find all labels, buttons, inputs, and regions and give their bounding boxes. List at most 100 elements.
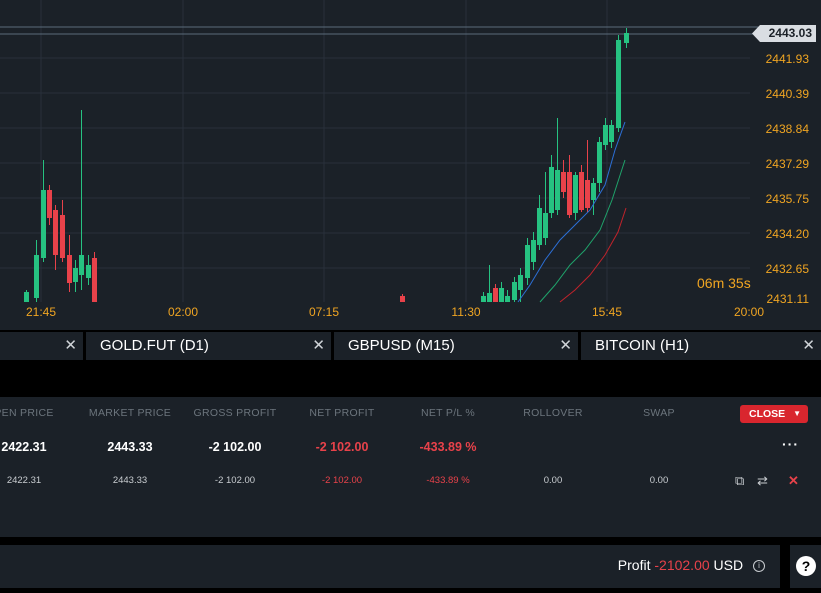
candle bbox=[603, 125, 608, 145]
detail-market-price: 2443.33 bbox=[112, 475, 148, 486]
detail-gross-profit: -2 102.00 bbox=[214, 475, 256, 486]
more-options-icon[interactable]: ··· bbox=[782, 436, 799, 452]
candle bbox=[518, 275, 523, 290]
profit-summary: Profit -2102.00 USD i bbox=[618, 557, 765, 573]
candle bbox=[567, 172, 572, 215]
candle bbox=[531, 240, 536, 262]
candlestick-chart[interactable] bbox=[0, 0, 821, 330]
tab-label: GBPUSD (M15) bbox=[348, 337, 455, 354]
candle bbox=[67, 255, 72, 283]
tab-bitcoin[interactable]: BITCOIN (H1) ✕ bbox=[581, 332, 821, 360]
close-icon[interactable]: ✕ bbox=[64, 337, 77, 354]
time-axis-label: 11:30 bbox=[451, 305, 481, 319]
close-icon[interactable]: ✕ bbox=[312, 337, 325, 354]
moving-average-line bbox=[517, 121, 626, 303]
tab-gold-fut[interactable]: GOLD.FUT (D1) ✕ bbox=[86, 332, 331, 360]
time-axis-label: 20:00 bbox=[733, 305, 765, 319]
profit-currency: USD bbox=[713, 557, 744, 573]
summary-net-profit: -2 102.00 bbox=[315, 440, 369, 454]
candle bbox=[24, 292, 29, 302]
tab-gbpusd[interactable]: GBPUSD (M15) ✕ bbox=[334, 332, 578, 360]
candle bbox=[573, 175, 578, 213]
price-chart[interactable]: 2441.93 2440.39 2438.84 2437.29 2435.75 … bbox=[0, 0, 821, 330]
detail-open-price: 2422.31 bbox=[6, 475, 42, 486]
current-price-tag: 2443.03 bbox=[752, 25, 816, 42]
summary-market-price: 2443.33 bbox=[107, 440, 153, 454]
candle bbox=[481, 296, 486, 302]
close-button-label: CLOSE bbox=[749, 408, 786, 420]
price-axis-label: 2432.65 bbox=[765, 262, 809, 276]
profit-label: Profit bbox=[617, 557, 651, 573]
time-axis-label: 15:45 bbox=[591, 305, 623, 319]
time-axis-label: 21:45 bbox=[25, 305, 57, 319]
candle bbox=[53, 210, 58, 255]
summary-gross-profit: -2 102.00 bbox=[208, 440, 262, 454]
positions-panel: PEN PRICE MARKET PRICE GROSS PROFIT NET … bbox=[0, 397, 821, 537]
candle bbox=[537, 208, 542, 245]
price-axis-label: 2435.75 bbox=[765, 192, 809, 206]
candle bbox=[555, 170, 560, 210]
candle bbox=[47, 190, 52, 218]
price-axis-label: 2431.11 bbox=[766, 292, 810, 306]
candle bbox=[585, 180, 590, 208]
candle bbox=[597, 142, 602, 183]
price-axis-label: 2437.29 bbox=[765, 157, 809, 171]
candle bbox=[543, 213, 548, 238]
help-area: ? bbox=[790, 545, 821, 588]
col-header-market-price: MARKET PRICE bbox=[88, 407, 172, 419]
candle bbox=[493, 288, 498, 302]
detail-swap: 0.00 bbox=[649, 475, 669, 486]
reverse-position-icon[interactable]: ⇄ bbox=[757, 473, 768, 488]
close-icon[interactable]: ✕ bbox=[802, 337, 815, 354]
duplicate-icon[interactable]: ⧉ bbox=[735, 473, 745, 488]
time-axis-label: 07:15 bbox=[308, 305, 340, 319]
candle bbox=[499, 288, 504, 302]
candle bbox=[41, 190, 46, 258]
price-axis-label: 2441.93 bbox=[765, 52, 809, 66]
candle bbox=[79, 255, 84, 275]
help-button[interactable]: ? bbox=[796, 556, 816, 576]
moving-average-line bbox=[539, 159, 626, 303]
close-all-button[interactable]: CLOSE ▼ bbox=[740, 405, 808, 423]
tab-previous[interactable]: ✕ bbox=[0, 332, 83, 360]
candle bbox=[505, 296, 510, 302]
chart-tabs: ✕ GOLD.FUT (D1) ✕ GBPUSD (M15) ✕ BITCOIN… bbox=[0, 330, 821, 360]
detail-net-profit: -2 102.00 bbox=[321, 475, 363, 486]
profit-value: -2102.00 bbox=[654, 557, 710, 573]
candle bbox=[400, 296, 405, 302]
candle bbox=[579, 172, 584, 210]
col-header-gross-profit: GROSS PROFIT bbox=[193, 407, 277, 419]
close-position-icon[interactable]: ✕ bbox=[788, 473, 799, 488]
col-header-rollover: ROLLOVER bbox=[523, 407, 583, 419]
candle bbox=[549, 167, 554, 213]
info-icon[interactable]: i bbox=[753, 560, 765, 572]
candle bbox=[487, 293, 492, 302]
time-axis-label: 02:00 bbox=[167, 305, 199, 319]
candle bbox=[609, 125, 614, 142]
candle-countdown: 06m 35s bbox=[697, 275, 751, 291]
detail-net-pl: -433.89 % bbox=[426, 475, 470, 486]
candle bbox=[512, 282, 517, 300]
candle bbox=[73, 268, 78, 282]
tab-label: GOLD.FUT (D1) bbox=[100, 337, 209, 354]
candle bbox=[616, 40, 621, 128]
col-header-net-pl: NET P/L % bbox=[420, 407, 476, 419]
candle bbox=[624, 33, 629, 43]
candle bbox=[561, 172, 566, 192]
price-axis-label: 2440.39 bbox=[765, 87, 809, 101]
close-icon[interactable]: ✕ bbox=[559, 337, 572, 354]
panel-divider bbox=[0, 360, 821, 397]
account-footer: Profit -2102.00 USD i bbox=[0, 545, 780, 588]
price-axis-label: 2438.84 bbox=[765, 122, 809, 136]
col-header-open-price: PEN PRICE bbox=[0, 407, 54, 419]
chevron-down-icon: ▼ bbox=[793, 409, 801, 418]
tab-label: BITCOIN (H1) bbox=[595, 337, 690, 354]
summary-net-pl: -433.89 % bbox=[419, 440, 477, 454]
detail-rollover: 0.00 bbox=[543, 475, 563, 486]
candle bbox=[86, 265, 91, 278]
candle bbox=[591, 183, 596, 200]
col-header-swap: SWAP bbox=[643, 407, 675, 419]
candle bbox=[92, 258, 97, 302]
col-header-net-profit: NET PROFIT bbox=[309, 407, 375, 419]
price-axis-label: 2434.20 bbox=[765, 227, 809, 241]
